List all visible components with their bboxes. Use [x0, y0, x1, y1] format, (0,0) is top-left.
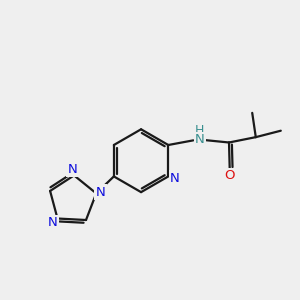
Text: N: N — [68, 163, 77, 176]
Text: H: H — [194, 124, 204, 137]
Text: O: O — [224, 169, 235, 182]
Text: N: N — [48, 216, 57, 229]
Text: N: N — [96, 186, 105, 199]
Text: N: N — [170, 172, 180, 185]
Text: N: N — [195, 133, 205, 146]
